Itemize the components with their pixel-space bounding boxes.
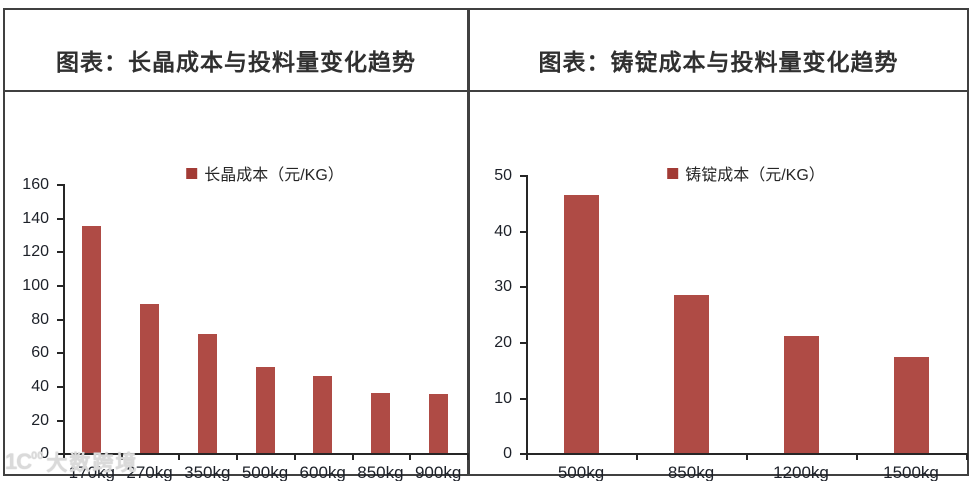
bar-1500kg <box>893 356 929 454</box>
x-axis-line <box>526 453 968 456</box>
x-tick-label: 600kg <box>299 463 346 481</box>
legend-label: 铸锭成本（元/KG） <box>685 167 825 185</box>
y-tick-label: 160 <box>22 176 49 194</box>
x-tick-label: 170kg <box>68 463 116 481</box>
chart-title-right: 图表：铸锭成本与投料量变化趋势 <box>470 29 967 93</box>
x-tick-mark <box>293 455 296 461</box>
x-tick-label: 850kg <box>357 463 404 481</box>
x-tick-mark <box>63 455 65 461</box>
y-tick-mark <box>520 453 526 456</box>
bar-850kg <box>370 392 390 454</box>
x-tick-mark <box>120 455 123 461</box>
x-tick-label: 1200kg <box>773 463 829 481</box>
y-tick-mark <box>57 217 63 220</box>
bar-1200kg <box>783 336 819 454</box>
bar-270kg <box>140 303 160 454</box>
x-tick-label: 270kg <box>126 463 173 481</box>
bar-500kg <box>255 367 275 454</box>
y-tick-mark <box>57 419 63 422</box>
chart-panel-crystal-growth: 图表：长晶成本与投料量变化趋势 长晶成本（元/KG） 0 20 40 60 80 100 1… <box>5 10 470 481</box>
x-tick-mark <box>636 455 638 461</box>
figure-frame: 图表：长晶成本与投料量变化趋势 长晶成本（元/KG） 0 20 40 60 80 100 1… <box>3 8 969 481</box>
x-tick-mark <box>966 455 968 461</box>
x-tick-label: 500kg <box>557 463 605 481</box>
y-tick-mark <box>57 251 63 254</box>
y-tick-label: 20 <box>494 333 512 351</box>
x-tick-label: 900kg <box>414 463 462 481</box>
chart-area-left: 长晶成本（元/KG） 0 20 40 60 80 100 120 140 160 170kg 270… <box>5 111 469 481</box>
y-tick-mark <box>520 230 526 233</box>
y-tick-mark <box>57 385 63 388</box>
bar-350kg <box>197 333 217 454</box>
legend-swatch-icon <box>186 167 198 179</box>
chart-area-right: 铸锭成本（元/KG） 0 10 20 30 40 50 500kg 850kg 1200kg 15… <box>470 111 968 481</box>
x-tick-mark <box>746 455 748 461</box>
y-tick-label: 10 <box>494 389 512 407</box>
y-tick-label: 40 <box>494 222 512 240</box>
x-tick-label: 500kg <box>241 463 289 481</box>
y-tick-mark <box>57 285 63 288</box>
x-tick-label: 850kg <box>667 463 715 481</box>
y-tick-label: 30 <box>494 278 512 296</box>
bar-900kg <box>428 394 448 454</box>
y-tick-label: 40 <box>31 377 49 395</box>
y-tick-mark <box>520 286 526 289</box>
x-tick-mark <box>351 455 354 461</box>
y-axis-line <box>63 184 65 456</box>
x-tick-mark <box>236 455 239 461</box>
y-tick-label: 120 <box>22 243 49 261</box>
y-tick-label: 100 <box>22 277 49 295</box>
y-tick-label: 20 <box>31 411 49 429</box>
y-tick-mark <box>57 352 63 355</box>
bar-500kg <box>563 194 599 454</box>
legend-swatch-icon <box>667 167 679 179</box>
y-tick-label: 60 <box>31 344 49 362</box>
x-tick-label: 350kg <box>184 463 231 481</box>
y-tick-label: 0 <box>40 445 49 463</box>
y-tick-mark <box>520 397 526 400</box>
y-tick-label: 80 <box>31 310 49 328</box>
bar-850kg <box>673 294 709 454</box>
chart-title-left: 图表：长晶成本与投料量变化趋势 <box>5 29 467 93</box>
bar-170kg <box>82 226 102 454</box>
x-axis-line <box>63 453 469 456</box>
y-tick-label: 140 <box>22 209 49 227</box>
legend-right: 铸锭成本（元/KG） <box>667 161 825 185</box>
y-tick-label: 50 <box>494 167 512 185</box>
legend-label: 长晶成本（元/KG） <box>204 167 344 185</box>
y-tick-mark <box>520 341 526 344</box>
y-axis-line <box>526 175 528 456</box>
y-tick-mark <box>57 453 63 456</box>
y-tick-mark <box>57 318 63 321</box>
x-tick-label: 1500kg <box>883 463 939 481</box>
bar-600kg <box>313 375 333 454</box>
x-tick-mark <box>409 455 412 461</box>
y-tick-mark <box>57 184 63 187</box>
y-tick-mark <box>520 175 526 178</box>
y-tick-label: 0 <box>503 445 512 463</box>
chart-panel-ingot-casting: 图表：铸锭成本与投料量变化趋势 铸锭成本（元/KG） 0 10 20 30 40 50 50… <box>470 10 968 481</box>
x-tick-mark <box>467 455 469 461</box>
x-tick-mark <box>178 455 181 461</box>
legend-left: 长晶成本（元/KG） <box>186 161 344 185</box>
x-tick-mark <box>856 455 858 461</box>
x-tick-mark <box>526 455 528 461</box>
